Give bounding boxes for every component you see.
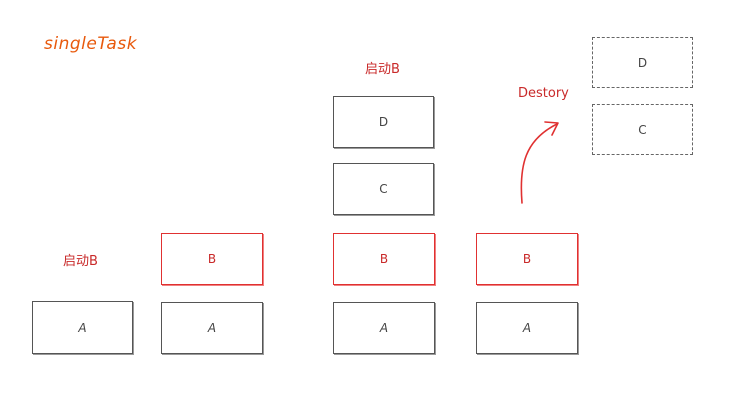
start-b-label-top: 启动B bbox=[365, 62, 400, 77]
stack2-activity-b: B bbox=[161, 233, 263, 285]
destroyed-activity-c: C bbox=[592, 104, 693, 155]
destroy-arrow-icon bbox=[520, 121, 559, 204]
destroyed-activity-d: D bbox=[592, 37, 693, 88]
stack1-activity-a: A bbox=[32, 301, 133, 354]
start-b-label-left: 启动B bbox=[63, 254, 98, 269]
stack3-activity-b: B bbox=[333, 233, 435, 285]
diagram-title: singleTask bbox=[44, 34, 138, 54]
stack4-activity-a: A bbox=[476, 302, 578, 354]
stack4-activity-b: B bbox=[476, 233, 578, 285]
stack3-activity-c: C bbox=[333, 163, 434, 215]
stack3-activity-d: D bbox=[333, 96, 434, 148]
stack2-activity-a: A bbox=[161, 302, 263, 354]
destroy-label: Destory bbox=[518, 86, 569, 101]
stack3-activity-a: A bbox=[333, 302, 435, 354]
